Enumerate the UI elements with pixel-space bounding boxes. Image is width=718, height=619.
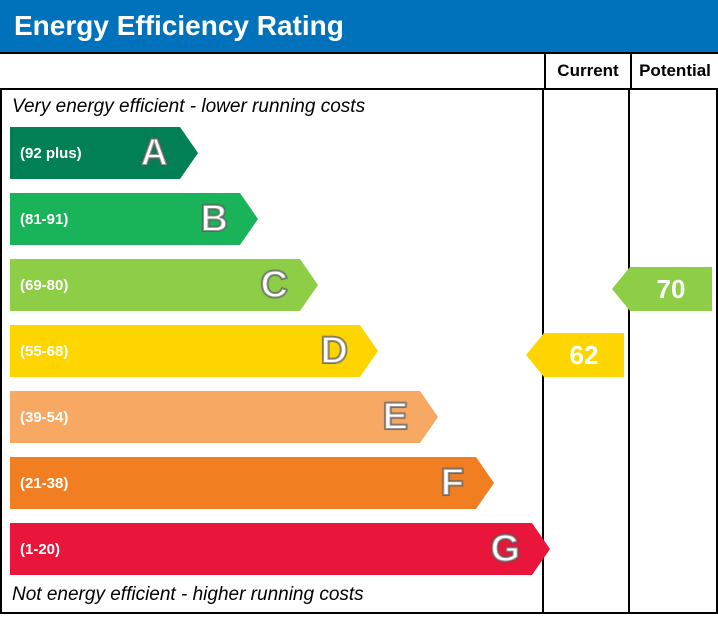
band-range: (39-54) <box>10 409 68 426</box>
band-letter: G <box>490 528 520 571</box>
rating-band-b: (81-91) B <box>10 193 240 245</box>
rating-band-e: (39-54) E <box>10 391 420 443</box>
potential-pointer-value: 70 <box>630 267 712 311</box>
potential-pointer: 70 <box>630 263 712 315</box>
band-row-c: (69-80) C <box>10 256 542 314</box>
header-current: Current <box>546 54 632 88</box>
band-letter: D <box>321 330 348 373</box>
band-row-f: (21-38) F <box>10 454 542 512</box>
rating-band-f: (21-38) F <box>10 457 476 509</box>
efficient-caption: Very energy efficient - lower running co… <box>2 90 542 120</box>
band-range: (81-91) <box>10 211 68 228</box>
epc-chart: Energy Efficiency Rating Current Potenti… <box>0 0 718 619</box>
bands-column: Very energy efficient - lower running co… <box>2 90 544 612</box>
band-letter: F <box>441 462 464 505</box>
rating-band-a: (92 plus) A <box>10 127 180 179</box>
band-range: (92 plus) <box>10 145 82 162</box>
rating-band-c: (69-80) C <box>10 259 300 311</box>
rating-band-d: (55-68) D <box>10 325 360 377</box>
band-letter: B <box>201 198 228 241</box>
band-range: (21-38) <box>10 475 68 492</box>
rating-bands: (92 plus) A (81-91) B (69-80) C (55-68) D (39-54… <box>2 120 542 582</box>
header-potential: Potential <box>632 54 718 88</box>
band-range: (69-80) <box>10 277 68 294</box>
band-range: (55-68) <box>10 343 68 360</box>
column-headers: Current Potential <box>0 52 718 90</box>
chart-body: Very energy efficient - lower running co… <box>0 90 718 614</box>
band-letter: A <box>141 132 168 175</box>
potential-column: 70 <box>630 90 716 612</box>
inefficient-caption: Not energy efficient - higher running co… <box>2 582 542 612</box>
band-range: (1-20) <box>10 541 60 558</box>
band-row-b: (81-91) B <box>10 190 542 248</box>
band-row-a: (92 plus) A <box>10 124 542 182</box>
band-row-d: (55-68) D <box>10 322 542 380</box>
band-letter: E <box>383 396 408 439</box>
header-spacer <box>0 54 546 88</box>
chart-title: Energy Efficiency Rating <box>0 0 718 52</box>
band-row-e: (39-54) E <box>10 388 542 446</box>
band-row-g: (1-20) G <box>10 520 542 578</box>
rating-band-g: (1-20) G <box>10 523 532 575</box>
band-letter: C <box>261 264 288 307</box>
current-pointer-value: 62 <box>544 333 624 377</box>
current-column: 62 <box>544 90 630 612</box>
current-pointer: 62 <box>544 329 624 381</box>
